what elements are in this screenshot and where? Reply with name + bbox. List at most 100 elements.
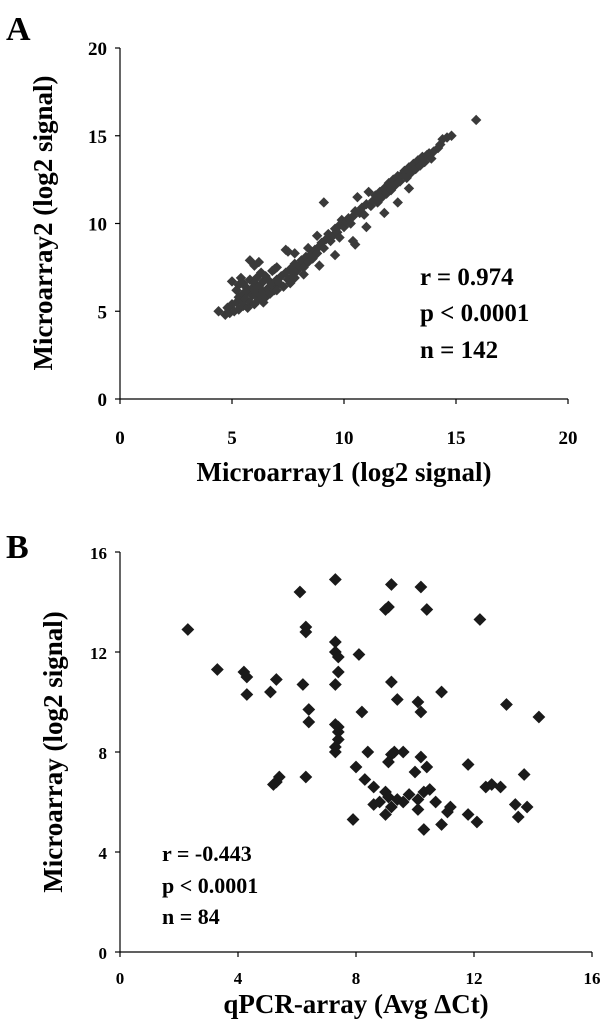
panel-a-data-point: [403, 162, 415, 173]
panel-a-y-tick-label: 5: [98, 302, 108, 323]
panel-b-data-point: [411, 793, 425, 806]
panel-b-x-tick-label: 8: [352, 969, 361, 988]
panel-b-data-point: [385, 675, 398, 689]
panel-b-data-point: [396, 795, 410, 809]
panel-a-data-point: [417, 151, 428, 163]
panel-a-data-point: [314, 241, 325, 252]
panel-a-data-point: [314, 260, 325, 271]
panel-b-data-point: [379, 785, 392, 799]
panel-b-data-point: [420, 760, 434, 774]
panel-a-data-point: [318, 197, 330, 208]
panel-b-data-point: [420, 603, 434, 616]
panel-b-data-point: [414, 750, 428, 764]
panel-b-data-point: [367, 798, 381, 811]
panel-a-data-point: [470, 114, 482, 126]
panel-a-data-point: [347, 235, 359, 247]
panel-a-data-point: [213, 306, 224, 317]
panel-a-x-tick-label: 0: [115, 428, 125, 449]
panel-b-x-tick-label: 0: [116, 969, 125, 988]
panel-a-letter: A: [6, 11, 31, 48]
panel-b-data-point: [494, 780, 507, 794]
panel-a-y-axis-title: Microarray2 (log2 signal): [28, 76, 58, 371]
panel-b-data-point: [349, 760, 363, 774]
panel-b-stat-n: n = 84: [162, 904, 220, 929]
panel-b-y-tick-label: 16: [90, 544, 107, 563]
panel-a-data-point: [302, 242, 314, 254]
panel-b-data-point: [240, 688, 254, 701]
panel-a-y-tick-label: 20: [88, 39, 107, 60]
panel-b-data-point: [382, 755, 395, 769]
panel-b-y-tick-label: 8: [99, 744, 108, 763]
panel-a-data-point: [311, 230, 323, 241]
panel-b-data-point: [414, 705, 428, 719]
panel-a-data-point: [446, 130, 457, 141]
panel-a: A 0 5 10 15 20 0 5 10 15 20 Microarray1 (log2 sig…: [6, 11, 578, 487]
panel-a-data-point: [327, 230, 338, 241]
panel-b-data-point: [461, 758, 475, 771]
panel-b-data-point: [408, 765, 422, 779]
panel-b-data-point: [269, 673, 283, 686]
panel-b-data-point: [396, 745, 410, 759]
panel-b-data-point: [331, 665, 345, 679]
panel-a-data-point: [410, 163, 421, 175]
panel-b-data-point: [417, 823, 431, 836]
panel-b-data-point: [296, 678, 310, 691]
panel-b-data-point: [411, 803, 425, 816]
panel-b-data-point: [473, 613, 487, 626]
panel-b-data-point: [517, 768, 531, 781]
panel-b-data-point: [402, 788, 416, 801]
panel-b-data-point: [331, 720, 345, 734]
panel-a-stat-r: r = 0.974: [420, 264, 514, 291]
panel-b-letter: B: [6, 529, 29, 566]
panel-a-x-tick-label: 5: [227, 428, 237, 449]
panel-b-x-tick-label: 12: [466, 969, 483, 988]
panel-a-data-point: [354, 207, 365, 219]
panel-a-x-tick-label: 15: [447, 428, 466, 449]
panel-a-data-point: [258, 297, 269, 308]
panel-b-data-point: [328, 573, 342, 586]
panel-a-data-point: [329, 249, 341, 261]
panel-b-y-tick-label: 12: [90, 644, 107, 663]
panel-b-x-tick-label: 16: [584, 969, 600, 988]
panel-a-data-point: [253, 256, 265, 268]
panel-a-data-point: [282, 246, 294, 257]
panel-a-stat-n: n = 142: [420, 337, 498, 364]
panel-a-data-point: [298, 269, 309, 280]
panel-b-data-point: [461, 808, 475, 821]
panel-b-data-point: [382, 600, 395, 614]
panel-a-data-point: [432, 142, 444, 154]
panel-a-data-point: [379, 207, 390, 219]
panel-b-data-point: [385, 800, 398, 814]
panel-b-data-point: [511, 810, 525, 824]
panel-b-x-axis-title: qPCR-array (Avg ΔCt): [223, 989, 488, 1019]
panel-a-data-point: [249, 284, 260, 296]
panel-b-data-point: [264, 685, 277, 699]
panel-a-data-point: [361, 221, 372, 233]
panel-a-data-point: [334, 232, 345, 243]
panel-a-data-point: [374, 186, 386, 198]
panel-a-data-point: [233, 279, 244, 291]
panel-a-y-tick-label: 0: [98, 390, 108, 411]
panel-a-data-point: [358, 209, 370, 220]
panel-b-data-point: [367, 780, 381, 794]
panel-a-data-point: [352, 191, 363, 203]
panel-b-data-point: [346, 813, 360, 826]
panel-b-data-point: [379, 808, 392, 821]
panel-a-data-point: [289, 272, 300, 284]
panel-b-data-point: [441, 805, 454, 819]
panel-b-data-point: [414, 580, 428, 594]
panel-b-data-point: [302, 715, 316, 729]
panel-a-stat-p: p < 0.0001: [420, 300, 529, 327]
panel-b-x-tick-label: 4: [234, 969, 243, 988]
panel-a-data-point: [403, 183, 415, 194]
panel-b-data-point: [181, 623, 195, 636]
panel-b-data-point: [411, 695, 425, 709]
panel-b-data-point: [358, 773, 372, 786]
panel-b-data-point: [237, 665, 251, 679]
panel-a-data-point: [392, 197, 403, 208]
panel-a-data-point: [271, 284, 282, 296]
panel-b-data-point: [390, 693, 404, 706]
panel-a-x-tick-label: 10: [335, 428, 354, 449]
panel-a-y-tick-label: 10: [88, 215, 107, 236]
